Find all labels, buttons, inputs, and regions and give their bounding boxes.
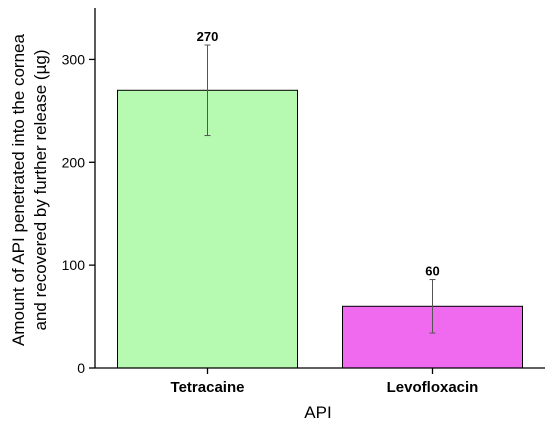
error-bar-levofloxacin	[429, 279, 436, 334]
y-tick-label: 100	[62, 257, 86, 273]
y-axis-title-line1: Amount of API penetrated into the cornea	[9, 34, 28, 346]
plot-area: 270 Tetracaine 60 Levofloxacin	[117, 29, 523, 396]
y-tick-label: 200	[62, 154, 86, 170]
x-tick-label-levofloxacin: Levofloxacin	[387, 379, 479, 396]
data-label-levofloxacin: 60	[425, 264, 439, 279]
x-axis-title: API	[304, 403, 331, 422]
bar-tetracaine	[117, 89, 298, 369]
y-tick-label: 300	[62, 51, 86, 67]
y-axis-title-line2: and recovered by further release (µg)	[31, 50, 50, 331]
y-tick-label: 0	[77, 360, 85, 376]
y-axis-ticks: 0 100 200 300	[62, 51, 95, 376]
data-label-tetracaine: 270	[197, 29, 219, 44]
error-bar-tetracaine	[204, 44, 211, 137]
x-tick-label-tetracaine: Tetracaine	[171, 379, 245, 396]
